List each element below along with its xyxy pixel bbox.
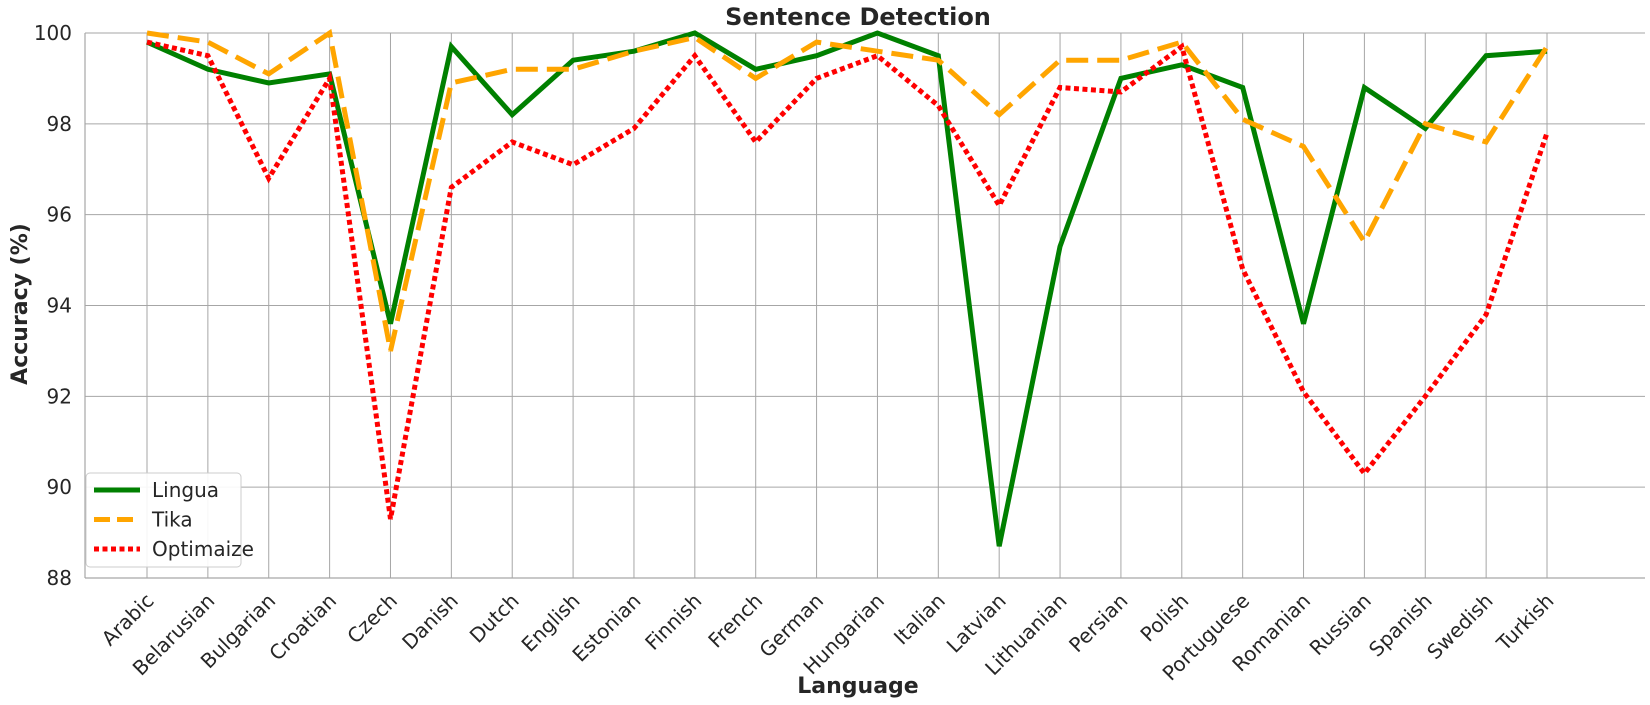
- legend-label-optimaize: Optimaize: [152, 537, 254, 561]
- x-tick-label: Turkish: [1491, 589, 1558, 656]
- legend-box: [85, 472, 242, 568]
- y-tick-label: 98: [47, 112, 72, 136]
- x-tick-label: Polish: [1135, 589, 1193, 647]
- y-axis-label: Accuracy (%): [8, 223, 33, 385]
- x-axis-label: Language: [797, 674, 918, 699]
- x-tick-label: Czech: [342, 589, 402, 649]
- x-tick-label: Persian: [1064, 589, 1132, 657]
- y-tick-label: 88: [47, 566, 72, 590]
- y-tick-label: 90: [47, 475, 72, 499]
- x-tick-label: Swedish: [1422, 589, 1497, 664]
- y-tick-label: 100: [34, 21, 72, 45]
- series-lines: [145, 28, 1550, 547]
- x-tick-label: Croatian: [264, 589, 341, 666]
- axes: [84, 33, 1645, 579]
- series-line-tika: [146, 28, 1550, 352]
- y-tick-label: 96: [47, 203, 72, 227]
- y-axis-ticks: 88 90 92 94 96 98 100: [34, 21, 72, 590]
- x-tick-label: Dutch: [465, 589, 524, 648]
- legend-label-tika: Tika: [151, 508, 193, 532]
- chart-title: Sentence Detection: [725, 3, 991, 31]
- y-tick-label: 94: [47, 294, 72, 318]
- x-tick-label: Russian: [1305, 589, 1376, 660]
- legend-label-lingua: Lingua: [152, 478, 219, 502]
- y-tick-label: 92: [47, 384, 72, 408]
- grid: [85, 32, 1645, 579]
- series-line-optimaize: [146, 39, 1550, 520]
- legend: Lingua Tika Optimaize: [85, 472, 254, 568]
- x-tick-label: Finnish: [640, 589, 706, 655]
- x-tick-label: Danish: [397, 589, 463, 655]
